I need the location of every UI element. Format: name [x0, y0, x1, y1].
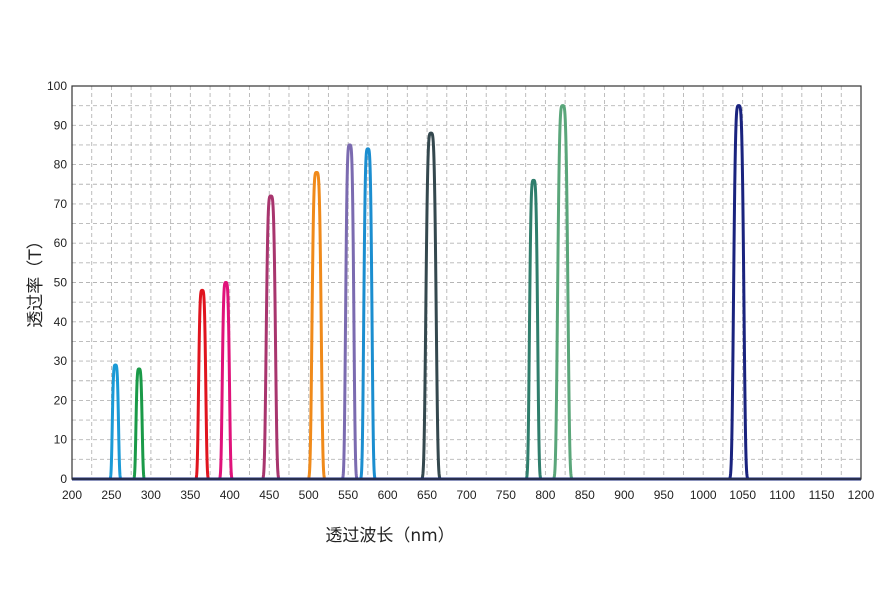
x-tick-label: 1000: [690, 488, 717, 502]
series-line: [524, 178, 544, 481]
y-axis-title: 透过率（T）: [26, 232, 46, 327]
x-tick-label: 250: [101, 488, 121, 502]
x-tick-label: 1150: [809, 488, 835, 502]
y-tick-label: 30: [54, 354, 68, 368]
x-tick-label: 400: [220, 488, 240, 502]
x-tick-label: 200: [62, 488, 82, 502]
y-tick-label: 0: [60, 472, 67, 486]
series-line: [217, 281, 235, 481]
series-line: [551, 104, 575, 481]
y-tick-label: 70: [54, 197, 68, 211]
x-tick-label: 900: [614, 488, 634, 502]
y-tick-labels: 0 10 20 30 40 50 60 70 80 90 100: [47, 79, 67, 486]
x-tick-label: 450: [259, 488, 279, 502]
y-tick-label: 90: [54, 118, 68, 132]
x-tick-label: 650: [417, 488, 437, 502]
series-line: [358, 147, 378, 481]
x-tick-label: 850: [575, 488, 595, 502]
x-tick-label: 350: [180, 488, 200, 502]
x-tick-label: 800: [535, 488, 555, 502]
x-tick-label: 750: [496, 488, 516, 502]
x-tick-label: 550: [338, 488, 358, 502]
series-line: [260, 194, 282, 481]
y-tick-label: 100: [47, 79, 67, 93]
series-line: [193, 288, 211, 481]
y-tick-label: 80: [54, 158, 68, 172]
x-tick-label: 1200: [848, 488, 875, 502]
x-tick-label: 1100: [769, 488, 795, 502]
y-tick-label: 50: [54, 276, 68, 290]
plot-frame: [71, 85, 862, 480]
y-tick-label: 60: [54, 236, 68, 250]
x-tick-label: 500: [299, 488, 319, 502]
y-tick-label: 20: [54, 393, 68, 407]
series-line: [340, 143, 360, 481]
x-axis-title: 透过波长（nm）: [325, 526, 454, 546]
x-tick-label: 1050: [729, 488, 756, 502]
series-line: [131, 367, 147, 481]
x-tick-labels: 200 250 300 350 400 450 500 550 600 650 700 750 800 8…: [62, 488, 875, 502]
series-line: [727, 104, 751, 481]
x-tick-label: 950: [654, 488, 674, 502]
x-tick-label: 700: [456, 488, 476, 502]
x-tick-label: 300: [141, 488, 161, 502]
y-tick-label: 10: [54, 433, 68, 447]
series-line: [419, 131, 443, 481]
series-line: [107, 363, 123, 481]
x-tick-label: 600: [378, 488, 398, 502]
series-line: [306, 170, 328, 481]
y-tick-label: 40: [54, 315, 68, 329]
